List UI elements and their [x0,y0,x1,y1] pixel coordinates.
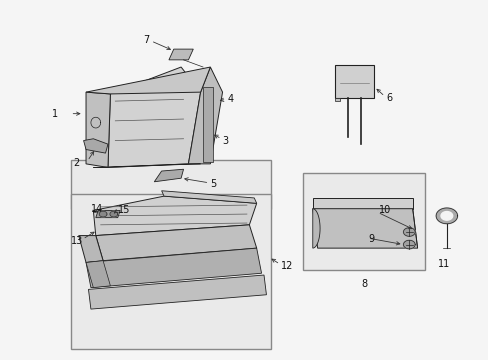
Bar [303,173,424,270]
Bar [203,87,212,162]
Polygon shape [108,67,200,167]
Polygon shape [168,49,193,60]
Text: 13: 13 [71,236,83,246]
Text: 1: 1 [52,109,58,119]
Text: 5: 5 [210,179,216,189]
Polygon shape [96,211,120,218]
Polygon shape [412,209,417,248]
Bar [71,160,271,209]
Polygon shape [93,196,256,235]
Text: 6: 6 [385,93,391,103]
Polygon shape [334,65,373,98]
Text: 9: 9 [368,234,374,244]
Polygon shape [83,139,108,153]
Text: 4: 4 [227,94,233,104]
Polygon shape [154,169,183,182]
Polygon shape [86,248,261,288]
Polygon shape [312,209,320,248]
Polygon shape [188,67,222,164]
Polygon shape [334,98,339,101]
Polygon shape [93,164,200,167]
Polygon shape [96,225,256,261]
Polygon shape [110,211,118,217]
Polygon shape [86,261,110,288]
Text: 7: 7 [143,35,149,45]
Polygon shape [435,208,457,224]
Text: 3: 3 [222,136,228,145]
Polygon shape [99,211,107,217]
Polygon shape [403,228,414,236]
Bar [71,194,271,348]
Text: 8: 8 [360,279,366,289]
Polygon shape [86,67,210,94]
Text: 2: 2 [73,158,79,168]
Text: 12: 12 [281,261,293,271]
Polygon shape [79,235,103,262]
Polygon shape [88,275,266,309]
Polygon shape [161,191,256,203]
Polygon shape [312,198,412,209]
Polygon shape [440,212,452,220]
Polygon shape [312,209,417,248]
Text: 15: 15 [118,206,130,216]
Polygon shape [86,92,110,167]
Text: 14: 14 [91,204,103,214]
Polygon shape [403,240,414,249]
Text: 11: 11 [437,259,449,269]
Text: 10: 10 [378,206,390,216]
